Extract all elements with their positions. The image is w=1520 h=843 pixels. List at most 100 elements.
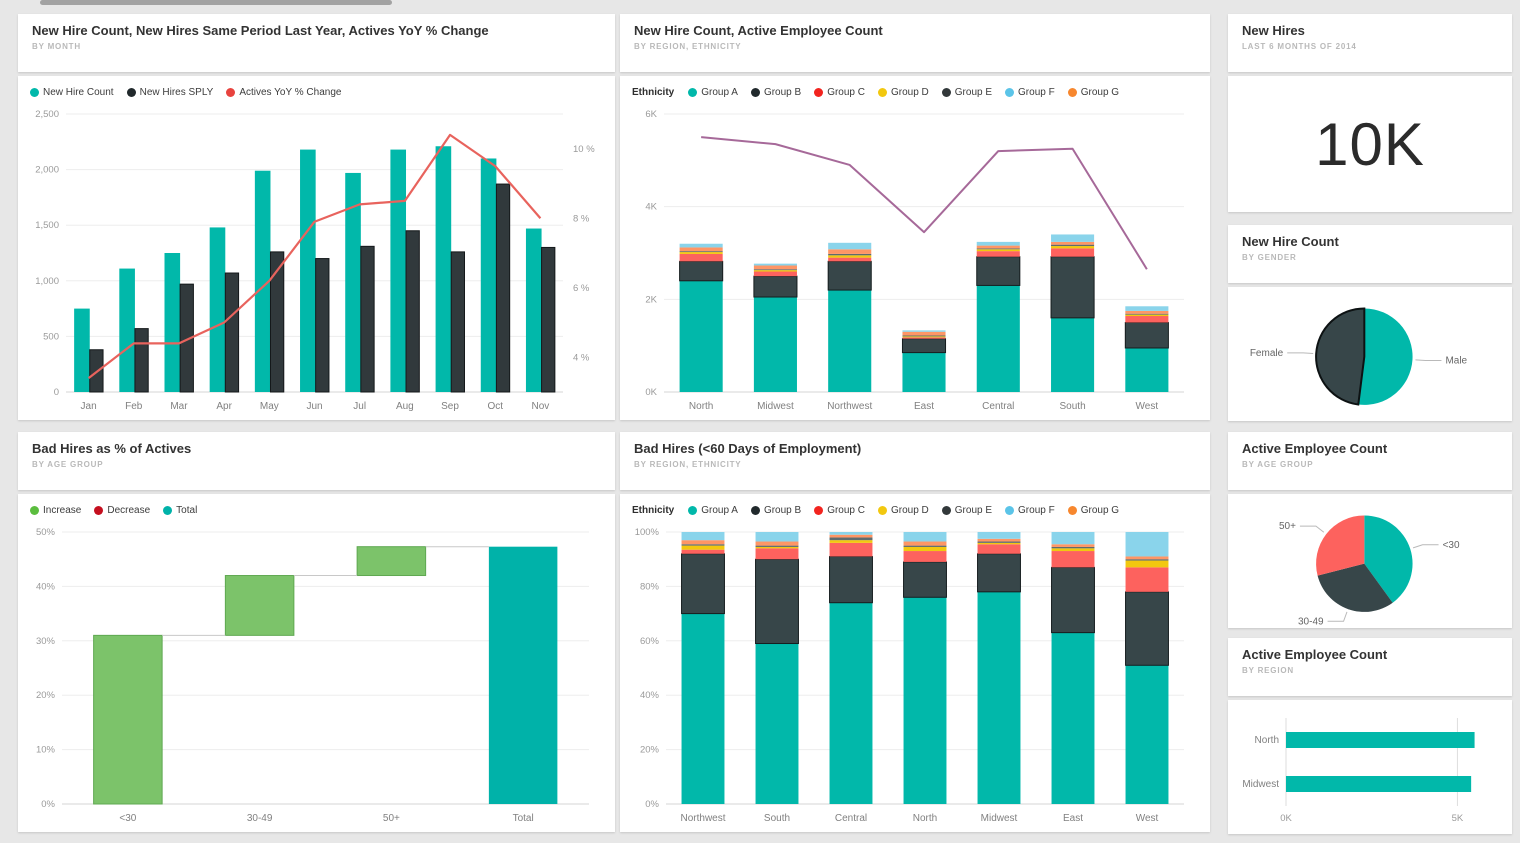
- bar-new-hire-count-Aug[interactable]: [390, 149, 407, 392]
- bar-new-hire-count-Apr[interactable]: [209, 227, 226, 392]
- pie-slice-female[interactable]: [1315, 307, 1366, 406]
- stack-segment-group-a-midwest[interactable]: [753, 297, 797, 392]
- stack-segment-group-e-north[interactable]: [903, 545, 947, 547]
- chart-canvas[interactable]: 0K 5K North Midwest: [1228, 700, 1512, 834]
- chart-new-hire-count-by-gender[interactable]: Male Female: [1228, 287, 1512, 421]
- trend-line-active-employee-count[interactable]: [701, 136, 1148, 270]
- bar-new-hire-count-Jan[interactable]: [74, 308, 90, 392]
- tile-header-new-hires-by-month[interactable]: New Hire Count, New Hires Same Period La…: [18, 14, 615, 72]
- bar-new-hires-sply-Sep[interactable]: [450, 251, 466, 393]
- bar-new-hire-count-Feb[interactable]: [119, 268, 135, 392]
- stack-segment-group-d-west[interactable]: [1125, 560, 1169, 568]
- bar-new-hire-count-Jul[interactable]: [345, 172, 361, 392]
- chart-active-by-age[interactable]: <30 30-49 50+: [1228, 494, 1512, 628]
- stack-segment-group-c-northwest[interactable]: [681, 549, 725, 554]
- stack-segment-group-d-east[interactable]: [902, 336, 946, 338]
- chart-canvas[interactable]: 0% 10% 20% 30% 40% 50% <30 30-49 50+ Total: [18, 518, 615, 832]
- stack-segment-group-b-northwest[interactable]: [681, 553, 725, 615]
- tile-header-new-hires-by-region[interactable]: New Hire Count, Active Employee Count BY…: [620, 14, 1210, 72]
- stack-segment-group-b-central[interactable]: [829, 555, 873, 604]
- stack-segment-group-b-north[interactable]: [903, 561, 947, 598]
- stack-segment-group-e-central[interactable]: [829, 537, 873, 541]
- stack-segment-group-c-midwest[interactable]: [753, 271, 797, 277]
- chart-canvas[interactable]: 0 500 1,000 1,500 2,000 2,500 4 % 6 % 8 % 10 % Jan…: [18, 100, 615, 420]
- stack-segment-group-f-south[interactable]: [755, 532, 799, 542]
- chart-bad-hires-by-region[interactable]: Ethnicity Group A Group B Group C Group D Gro…: [620, 494, 1210, 832]
- chart-canvas[interactable]: <30 30-49 50+: [1228, 494, 1512, 628]
- chart-bad-hires-waterfall[interactable]: Increase Decrease Total 0% 10% 20% 30% 40% 50% <3…: [18, 494, 615, 832]
- stack-segment-group-g-midwest[interactable]: [753, 265, 797, 270]
- stack-segment-group-g-east[interactable]: [1051, 544, 1095, 547]
- bar-new-hires-sply-Feb[interactable]: [134, 328, 149, 393]
- stack-segment-group-a-northwest[interactable]: [828, 290, 872, 392]
- bar-new-hires-sply-Jul[interactable]: [360, 245, 375, 393]
- stack-segment-group-f-north[interactable]: [679, 243, 723, 248]
- stack-segment-group-a-south[interactable]: [1051, 317, 1095, 392]
- bar-new-hire-count-Mar[interactable]: [164, 253, 181, 392]
- tile-header-bad-hires-waterfall[interactable]: Bad Hires as % of Actives BY AGE GROUP: [18, 432, 615, 490]
- stack-segment-group-b-west[interactable]: [1125, 591, 1169, 666]
- scrollbar-horizontal[interactable]: [40, 0, 392, 5]
- stack-segment-group-f-east[interactable]: [1051, 532, 1095, 545]
- stack-segment-group-d-central[interactable]: [829, 540, 873, 543]
- stack-segment-group-g-west[interactable]: [1125, 556, 1169, 560]
- stack-segment-group-d-northwest[interactable]: [828, 255, 872, 258]
- pie-slice-50+[interactable]: [1316, 515, 1365, 576]
- chart-active-by-region[interactable]: 0K 5K North Midwest: [1228, 700, 1512, 834]
- stack-segment-group-f-central[interactable]: [829, 532, 873, 535]
- bar-new-hire-count-May[interactable]: [254, 170, 271, 392]
- stack-segment-group-c-northwest[interactable]: [828, 257, 872, 262]
- stack-segment-group-c-central[interactable]: [976, 251, 1020, 257]
- kpi-card-new-hires[interactable]: 10K: [1228, 76, 1512, 212]
- bar-new-hires-sply-Aug[interactable]: [405, 230, 420, 393]
- stack-segment-group-e-northwest[interactable]: [681, 544, 725, 546]
- chart-canvas[interactable]: 0K 2K 4K 6K North Midwest Northwest East Central…: [620, 100, 1210, 420]
- stack-segment-group-g-northwest[interactable]: [681, 540, 725, 545]
- stack-segment-group-b-north[interactable]: [679, 260, 724, 282]
- stack-segment-group-b-central[interactable]: [976, 256, 1021, 286]
- stack-segment-group-c-west[interactable]: [1125, 567, 1169, 592]
- tile-header-active-by-age[interactable]: Active Employee Count BY AGE GROUP: [1228, 432, 1512, 490]
- stack-segment-group-b-northwest[interactable]: [827, 260, 872, 291]
- pie-slice-30-49[interactable]: [1317, 563, 1393, 612]
- bar-new-hires-sply-Nov[interactable]: [541, 246, 556, 393]
- stack-segment-group-a-east[interactable]: [902, 352, 946, 392]
- stack-segment-group-g-central[interactable]: [976, 245, 1020, 249]
- tile-header-new-hires-kpi[interactable]: New Hires LAST 6 MONTHS OF 2014: [1228, 14, 1512, 72]
- chart-new-hires-by-month[interactable]: New Hire Count New Hires SPLY Actives YoY …: [18, 76, 615, 420]
- stack-segment-group-c-east[interactable]: [902, 337, 946, 339]
- stack-segment-group-g-south[interactable]: [755, 541, 799, 546]
- stack-segment-group-e-midwest[interactable]: [753, 269, 797, 271]
- stack-segment-group-c-midwest[interactable]: [977, 544, 1021, 554]
- stack-segment-group-a-central[interactable]: [829, 602, 873, 804]
- tile-header-bad-hires-by-region[interactable]: Bad Hires (<60 Days of Employment) BY RE…: [620, 432, 1210, 490]
- stack-segment-group-g-south[interactable]: [1051, 241, 1095, 245]
- waterfall-bar-30-49[interactable]: [224, 575, 295, 636]
- stack-segment-group-d-south[interactable]: [1051, 246, 1095, 249]
- stack-segment-group-e-midwest[interactable]: [977, 541, 1021, 543]
- stack-segment-group-a-north[interactable]: [903, 597, 947, 804]
- stack-segment-group-a-south[interactable]: [755, 643, 799, 804]
- stack-segment-group-f-northwest[interactable]: [828, 242, 872, 250]
- stack-segment-group-d-north[interactable]: [903, 546, 947, 552]
- stack-segment-group-b-midwest[interactable]: [753, 275, 798, 298]
- stack-segment-group-b-east[interactable]: [1051, 566, 1095, 634]
- stack-segment-group-e-east[interactable]: [1051, 546, 1095, 549]
- stack-segment-group-d-west[interactable]: [1125, 314, 1169, 317]
- stack-segment-group-f-midwest[interactable]: [977, 532, 1021, 539]
- stack-segment-group-d-north[interactable]: [679, 252, 723, 254]
- stack-segment-group-a-east[interactable]: [1051, 632, 1095, 804]
- stack-segment-group-e-south[interactable]: [755, 545, 799, 547]
- stack-segment-group-g-central[interactable]: [829, 534, 873, 538]
- trend-line-actives-yoy[interactable]: [87, 133, 542, 379]
- stack-segment-group-d-midwest[interactable]: [977, 542, 1021, 545]
- bar-new-hire-count-Nov[interactable]: [525, 228, 542, 392]
- chart-canvas[interactable]: 0% 20% 40% 60% 80% 100% Northwest South Central N…: [620, 518, 1210, 832]
- bar-new-hires-sply-Apr[interactable]: [224, 272, 240, 393]
- stack-segment-group-b-south[interactable]: [1050, 256, 1095, 319]
- bar-new-hires-sply-Jun[interactable]: [315, 258, 330, 393]
- bar-new-hire-count-Jun[interactable]: [300, 149, 316, 392]
- tile-header-active-by-region[interactable]: Active Employee Count BY REGION: [1228, 638, 1512, 696]
- stack-segment-group-a-northwest[interactable]: [681, 613, 725, 804]
- stack-segment-group-c-north[interactable]: [903, 551, 947, 562]
